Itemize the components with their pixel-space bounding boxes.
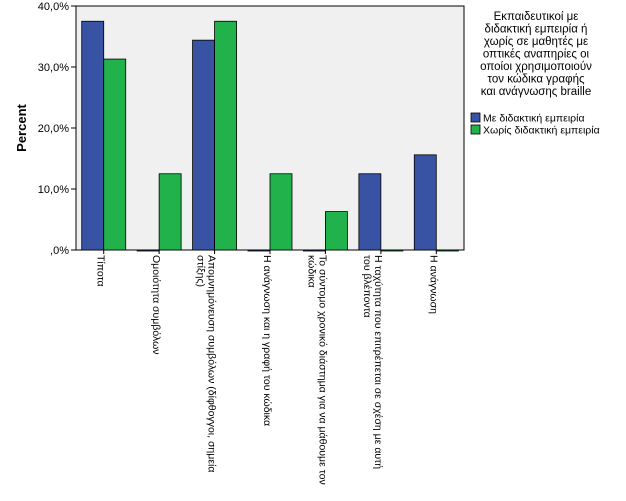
bars bbox=[81, 20, 459, 252]
x-tick-label: Απομνημόνευση συμβόλων (δίφθογγοι, σημεί… bbox=[195, 255, 218, 472]
x-tick-label: Ομοιότητα συμβόλων bbox=[150, 255, 162, 355]
legend-title: οπτικές αναπηρίες οι bbox=[483, 49, 590, 61]
x-tick-label: Το σύντομο χρονικό διάστημα για να μάθου… bbox=[305, 255, 328, 485]
y-tick-label: 40,0% bbox=[38, 1, 69, 13]
bar bbox=[303, 249, 326, 252]
bar bbox=[192, 39, 215, 251]
bar bbox=[380, 249, 404, 252]
legend-title: τον κώδικα γραφής bbox=[487, 74, 585, 86]
legend-swatch bbox=[470, 124, 481, 135]
x-tick-label: Η ταχύτητα που επιτρέπεται σε σχέση με α… bbox=[361, 255, 384, 469]
bar bbox=[214, 20, 237, 251]
y-axis: ,0% 10,0% 20,0% 30,0% 40,0% bbox=[38, 1, 76, 257]
bar bbox=[358, 173, 382, 251]
legend-entry: Με διδακτική εμπειρία bbox=[483, 113, 585, 125]
legend-title: οποίοι χρησιμοποιούν bbox=[480, 61, 592, 73]
bar bbox=[413, 154, 437, 251]
x-tick-label: Η ανάγνωση και η γραφή του κώδικα bbox=[261, 255, 273, 426]
x-tick-label: Τίποτα bbox=[95, 255, 107, 287]
x-axis-labels: Τίποτα Ομοιότητα συμβόλων Απομνημόνευση συ… bbox=[95, 250, 439, 485]
bar bbox=[81, 20, 105, 251]
bar bbox=[136, 249, 160, 252]
legend-title: χωρίς σε μαθητές με bbox=[484, 36, 588, 48]
legend-swatch bbox=[470, 112, 481, 123]
bar bbox=[247, 249, 271, 252]
bar bbox=[435, 249, 459, 252]
legend-entry: Χωρίς διδακτική εμπειρία bbox=[483, 125, 600, 137]
legend-title: Εκπαιδευτικοί με bbox=[494, 11, 579, 23]
y-tick-label: ,0% bbox=[50, 245, 69, 257]
legend-title: διδακτική εμπειρία ή bbox=[485, 24, 588, 36]
y-tick-label: 20,0% bbox=[38, 123, 69, 135]
bar bbox=[269, 173, 293, 251]
bar bbox=[103, 58, 127, 251]
y-axis-label: Percent bbox=[14, 103, 29, 151]
x-tick-label: Η ανάγνωση bbox=[427, 255, 439, 314]
y-tick-label: 30,0% bbox=[38, 62, 69, 74]
bar bbox=[325, 211, 348, 251]
y-tick-label: 10,0% bbox=[38, 184, 69, 196]
legend-title: και ανάγνωσης braille bbox=[481, 86, 591, 98]
bar bbox=[158, 173, 182, 251]
